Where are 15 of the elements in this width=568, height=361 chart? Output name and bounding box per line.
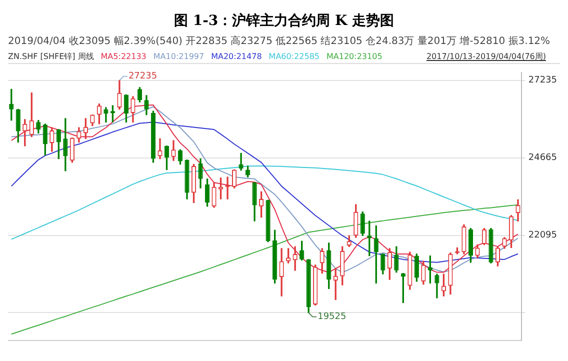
y-tick-label: 27235 bbox=[528, 76, 558, 86]
text: MA20:21478 bbox=[211, 52, 262, 61]
text: ZN.SHF [SHFE锌] 周线 bbox=[8, 51, 94, 62]
y-tick-label: 24665 bbox=[528, 153, 558, 164]
candlestick bbox=[238, 152, 244, 171]
chart-subtitle: 2019/04/04 收23095 幅2.39%(540) 开22835 高23275 低22565 结23105 仓24.83万 量201万 增-52810 振3.12% bbox=[8, 34, 552, 49]
annotation: 19525 bbox=[318, 312, 346, 322]
text: 2017/10/13-2019/04/04(76周) bbox=[426, 51, 546, 62]
text: MA5:22133 bbox=[100, 52, 146, 61]
text: MA120:23105 bbox=[326, 52, 382, 61]
annotation: 27235 bbox=[128, 72, 158, 82]
text: MA60:22585 bbox=[268, 52, 320, 61]
chart-title: 图 1-3：沪锌主力合约周 K 走势图 bbox=[172, 12, 396, 31]
text: MA10:21997 bbox=[153, 52, 204, 61]
y-tick-label: 22095 bbox=[528, 230, 558, 241]
